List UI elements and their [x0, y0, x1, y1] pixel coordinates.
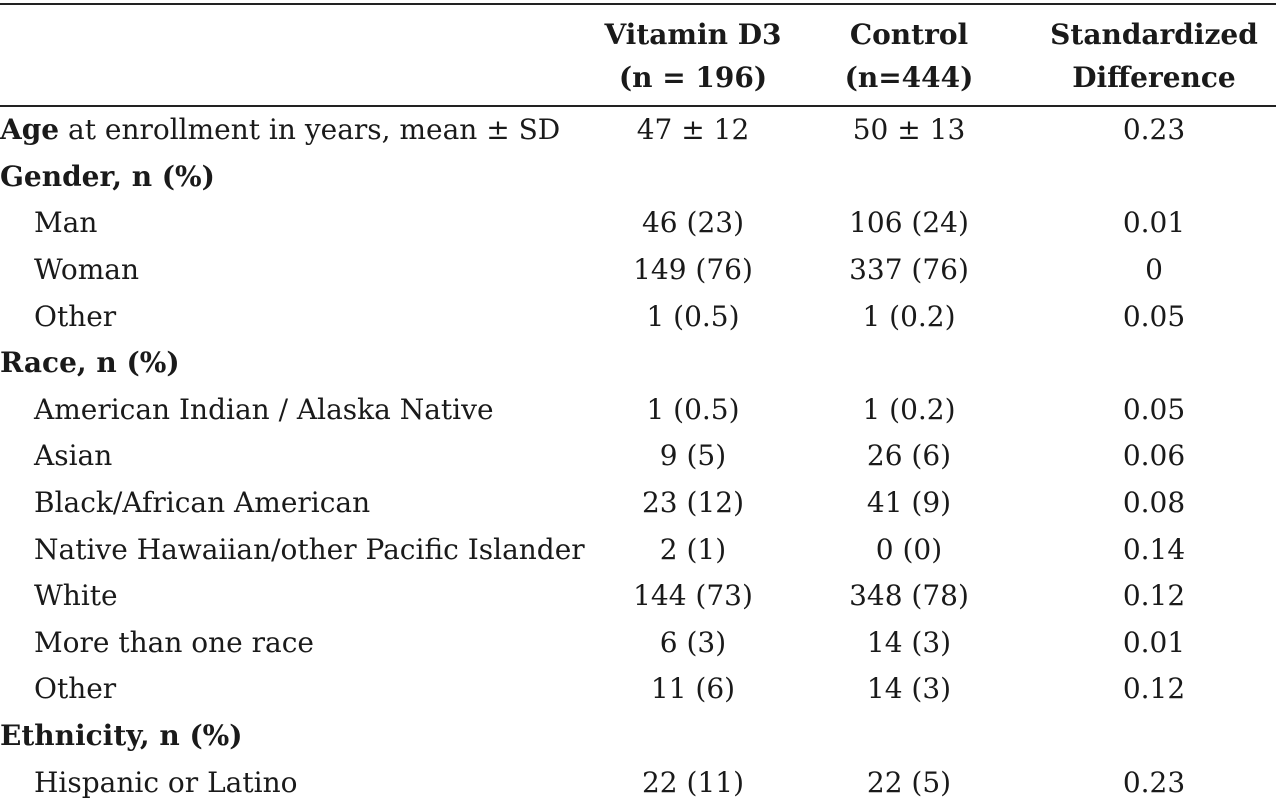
row-label: Man	[34, 206, 98, 240]
header-standardized-difference: Standardized Difference	[1032, 4, 1276, 106]
table-row: Other 1 (0.5) 1 (0.2) 0.05	[0, 293, 1276, 340]
header-std-diff-line1: Standardized	[1050, 18, 1258, 51]
empty-cell	[600, 713, 786, 760]
cell-std-diff: 0.23	[1122, 765, 1186, 799]
empty-cell	[600, 340, 786, 387]
baseline-characteristics-table: Vitamin D3 (n = 196) Control (n=444) Sta…	[0, 3, 1276, 806]
table-row: Other 11 (6) 14 (3) 0.12	[0, 666, 1276, 713]
row-label: Other	[34, 672, 117, 706]
table-row: Hispanic or Latino 22 (11) 22 (5) 0.23	[0, 759, 1276, 806]
cell-std-diff: 0	[1145, 253, 1163, 287]
cell-vitamin-d3: 11 (6)	[650, 672, 736, 706]
row-label: Age at enrollment in years, mean ± SD	[0, 106, 600, 154]
cell-control: 0 (0)	[875, 532, 943, 566]
section-label: Race, n (%)	[0, 346, 180, 380]
header-control: Control (n=444)	[786, 4, 1032, 106]
cell-vitamin-d3: 149 (76)	[633, 253, 753, 287]
cell-vitamin-d3: 46 (23)	[641, 206, 744, 240]
cell-control: 106 (24)	[849, 206, 969, 240]
row-label: More than one race	[34, 625, 314, 659]
table-row: White 144 (73) 348 (78) 0.12	[0, 573, 1276, 620]
cell-vitamin-d3: 6 (3)	[659, 625, 727, 659]
row-label: Other	[34, 299, 117, 333]
cell-vitamin-d3: 23 (12)	[641, 486, 744, 520]
cell-control: 337 (76)	[849, 253, 969, 287]
cell-control: 1 (0.2)	[862, 299, 956, 333]
table-row-age: Age at enrollment in years, mean ± SD 47…	[0, 106, 1276, 154]
cell-std-diff: 0.06	[1122, 439, 1186, 473]
cell-control: 14 (3)	[866, 625, 952, 659]
row-label-bold: Age	[0, 113, 60, 147]
cell-control: 22 (5)	[866, 765, 952, 799]
cell-vitamin-d3: 22 (11)	[641, 765, 744, 799]
row-label: White	[34, 579, 118, 613]
table-row: More than one race 6 (3) 14 (3) 0.01	[0, 620, 1276, 667]
row-label: Native Hawaiian/other Pacific Islander	[34, 532, 585, 566]
cell-std-diff: 0.01	[1122, 206, 1186, 240]
cell-std-diff: 0.12	[1122, 672, 1186, 706]
row-label: American Indian / Alaska Native	[34, 392, 494, 426]
cell-control: 41 (9)	[866, 486, 952, 520]
header-vitamin-d3-name: Vitamin D3	[604, 18, 782, 51]
row-label: Asian	[34, 439, 113, 473]
table-row: American Indian / Alaska Native 1 (0.5) …	[0, 387, 1276, 434]
cell-std-diff: 0.05	[1122, 392, 1186, 426]
cell-control: 26 (6)	[866, 439, 952, 473]
section-row-race: Race, n (%)	[0, 340, 1276, 387]
header-vitamin-d3: Vitamin D3 (n = 196)	[600, 4, 786, 106]
section-label: Gender, n (%)	[0, 159, 215, 193]
empty-cell	[1032, 340, 1276, 387]
empty-cell	[786, 713, 1032, 760]
cell-vitamin-d3: 1 (0.5)	[646, 299, 740, 333]
cell-vitamin-d3: 144 (73)	[633, 579, 753, 613]
table-row: Native Hawaiian/other Pacific Islander 2…	[0, 526, 1276, 573]
header-control-n: (n=444)	[844, 61, 974, 94]
section-label: Ethnicity, n (%)	[0, 719, 243, 753]
row-label: Black/African American	[34, 486, 371, 520]
header-std-diff-line2: Difference	[1072, 61, 1236, 94]
table-row: Black/African American 23 (12) 41 (9) 0.…	[0, 480, 1276, 527]
header-label-column	[0, 4, 600, 106]
empty-cell	[600, 154, 786, 201]
row-label-rest: at enrollment in years, mean ± SD	[59, 113, 561, 147]
cell-vitamin-d3: 47 ± 12	[636, 113, 750, 147]
cell-control: 1 (0.2)	[862, 392, 956, 426]
section-row-ethnicity: Ethnicity, n (%)	[0, 713, 1276, 760]
header-vitamin-d3-n: (n = 196)	[618, 61, 768, 94]
cell-control: 14 (3)	[866, 672, 952, 706]
cell-vitamin-d3: 9 (5)	[659, 439, 727, 473]
cell-std-diff: 0.12	[1122, 579, 1186, 613]
cell-std-diff: 0.01	[1122, 625, 1186, 659]
table-row: Man 46 (23) 106 (24) 0.01	[0, 200, 1276, 247]
cell-vitamin-d3: 2 (1)	[659, 532, 727, 566]
empty-cell	[1032, 713, 1276, 760]
cell-std-diff: 0.23	[1122, 113, 1186, 147]
cell-std-diff: 0.14	[1122, 532, 1186, 566]
cell-control: 348 (78)	[849, 579, 969, 613]
cell-std-diff: 0.05	[1122, 299, 1186, 333]
table-header-row: Vitamin D3 (n = 196) Control (n=444) Sta…	[0, 4, 1276, 106]
empty-cell	[786, 154, 1032, 201]
row-label: Hispanic or Latino	[34, 765, 298, 799]
cell-std-diff: 0.08	[1122, 486, 1186, 520]
table-row: Woman 149 (76) 337 (76) 0	[0, 247, 1276, 294]
header-control-name: Control	[849, 18, 969, 51]
row-label: Woman	[34, 253, 140, 287]
empty-cell	[786, 340, 1032, 387]
cell-control: 50 ± 13	[852, 113, 966, 147]
empty-cell	[1032, 154, 1276, 201]
section-row-gender: Gender, n (%)	[0, 154, 1276, 201]
cell-vitamin-d3: 1 (0.5)	[646, 392, 740, 426]
table-row: Asian 9 (5) 26 (6) 0.06	[0, 433, 1276, 480]
